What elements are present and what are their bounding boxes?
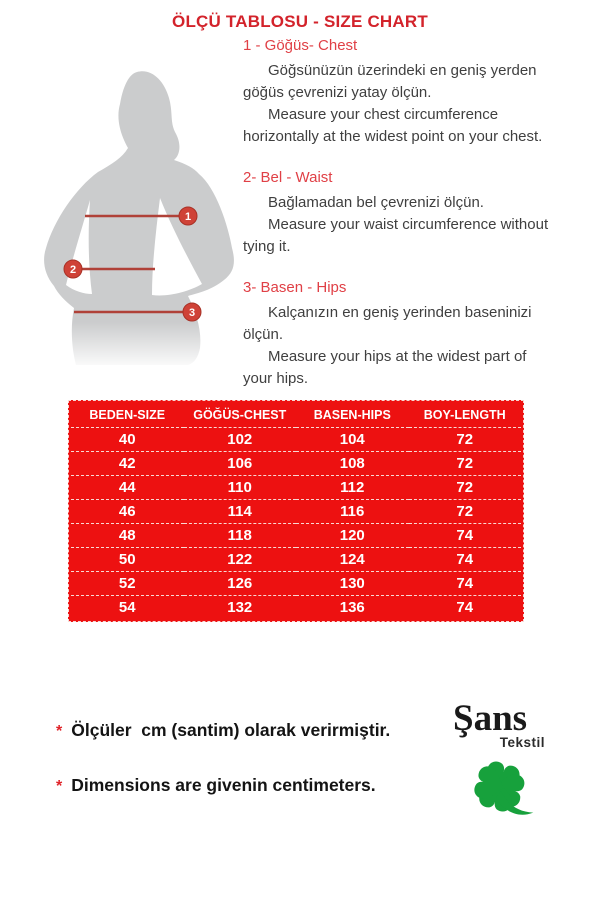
- marker-1-label: 1: [185, 211, 191, 223]
- section-hips-text-en: Measure your hips at the widest part of …: [243, 348, 527, 387]
- table-header-row: BEDEN-SIZE GÖĞÜS-CHEST BASEN-HIPS BOY-LE…: [71, 403, 521, 428]
- marker-2-circle: [63, 259, 83, 279]
- section-waist-text-en: Measure your waist circumference without…: [243, 216, 549, 255]
- note-cm-tr: * Ölçüler cm (santim) olarak verirmiştir.: [56, 720, 390, 741]
- cell-chest: 118: [183, 523, 296, 548]
- cell-chest: 126: [183, 571, 296, 596]
- cell-size: 54: [118, 599, 136, 616]
- col-header-gogus-chest: GÖĞÜS-CHEST: [183, 403, 296, 428]
- clover-icon: [474, 761, 534, 815]
- table-row: 48 118 120 74: [71, 523, 521, 548]
- cell-hips: 136: [339, 599, 365, 616]
- cell-hips: 120: [296, 523, 409, 548]
- cell-size: 40: [71, 427, 184, 452]
- silhouette-body: [44, 71, 234, 366]
- woman-silhouette: 1 2 3: [36, 71, 246, 370]
- col-header-basen-hips: BASEN-HIPS: [296, 403, 409, 428]
- cell-length: 74: [456, 599, 474, 616]
- section-waist-heading: 2- Bel - Waist: [243, 169, 333, 186]
- section-hips: 3- Basen - Hips Kalçanızın en geniş yeri…: [243, 279, 593, 390]
- note-text: Dimensions are givenin centimeters.: [71, 775, 376, 795]
- marker-3-label: 3: [189, 307, 195, 319]
- section-chest-heading: 1 - Göğüs- Chest: [243, 37, 358, 54]
- table-row: 54 132 136 74: [71, 596, 521, 620]
- marker-3-circle: [182, 302, 202, 322]
- cell-chest: 122: [183, 547, 296, 572]
- section-chest-text-tr: Göğsünüzün üzerindeki en geniş yerden gö…: [243, 62, 537, 101]
- cell-hips: 116: [296, 499, 409, 524]
- section-chest-text-en: Measure your chest circumference horizon…: [243, 106, 543, 145]
- cell-chest: 106: [183, 451, 296, 476]
- note-text: Ölçüler cm (santim) olarak verirmiştir.: [71, 720, 391, 740]
- table-row: 50 122 124 74: [71, 547, 521, 572]
- cell-length: 72: [408, 427, 521, 452]
- cell-chest: 110: [183, 475, 296, 500]
- right-arm-gap: [152, 198, 202, 296]
- cell-size: 46: [71, 499, 184, 524]
- cell-size: 50: [71, 547, 184, 572]
- col-header-beden-size: BEDEN-SIZE: [71, 403, 184, 428]
- marker-1-circle: [178, 206, 198, 226]
- cell-length: 74: [408, 547, 521, 572]
- section-waist: 2- Bel - Waist Bağlamadan bel çevrenizi …: [243, 169, 593, 258]
- measurement-figure: 1 2 3: [36, 60, 246, 370]
- cell-hips: 112: [296, 475, 409, 500]
- section-waist-text-tr: Bağlamadan bel çevrenizi ölçün.: [268, 194, 484, 211]
- note-cm-en: * Dimensions are givenin centimeters.: [56, 775, 376, 796]
- cell-length: 74: [408, 523, 521, 548]
- col-header-boy-length: BOY-LENGTH: [408, 403, 521, 428]
- brand-name: Şans: [453, 698, 528, 739]
- section-chest: 1 - Göğüs- Chest Göğsünüzün üzerindeki e…: [243, 37, 593, 148]
- cell-hips: 104: [296, 427, 409, 452]
- cell-hips: 130: [296, 571, 409, 596]
- page-title: ÖLÇÜ TABLOSU - SIZE CHART: [172, 12, 428, 31]
- section-hips-text-tr: Kalçanızın en geniş yerinden baseninizi …: [243, 304, 532, 343]
- cell-chest: 132: [227, 599, 253, 616]
- table-row: 42 106 108 72: [71, 451, 521, 476]
- cell-size: 52: [71, 571, 184, 596]
- cell-size: 48: [71, 523, 184, 548]
- instructions: 1 - Göğüs- Chest Göğsünüzün üzerindeki e…: [243, 37, 593, 411]
- cell-length: 72: [408, 451, 521, 476]
- table-row: 46 114 116 72: [71, 499, 521, 524]
- cell-length: 72: [408, 499, 521, 524]
- cell-length: 72: [408, 475, 521, 500]
- table-row: 40 102 104 72: [71, 427, 521, 452]
- cell-chest: 102: [183, 427, 296, 452]
- cell-hips: 124: [296, 547, 409, 572]
- cell-chest: 114: [183, 499, 296, 524]
- cell-length: 74: [408, 571, 521, 596]
- brand-logo: Şans Tekstil: [450, 700, 570, 840]
- note-asterisk: *: [56, 778, 63, 795]
- table-row: 52 126 130 74: [71, 571, 521, 596]
- brand-subtitle: Tekstil: [499, 735, 545, 750]
- cell-size: 44: [71, 475, 184, 500]
- section-hips-heading: 3- Basen - Hips: [243, 279, 347, 296]
- figure-fade: [36, 322, 246, 370]
- note-asterisk: *: [56, 723, 63, 740]
- cell-size: 42: [71, 451, 184, 476]
- size-table: BEDEN-SIZE GÖĞÜS-CHEST BASEN-HIPS BOY-LE…: [68, 400, 524, 622]
- marker-2-label: 2: [70, 264, 76, 276]
- cell-hips: 108: [296, 451, 409, 476]
- table-row: 44 110 112 72: [71, 475, 521, 500]
